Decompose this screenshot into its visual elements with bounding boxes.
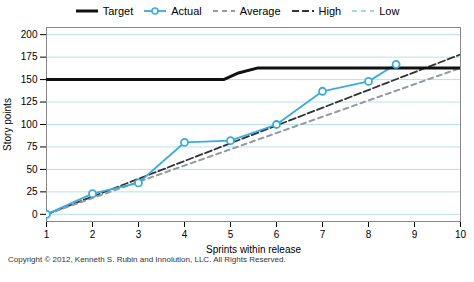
svg-text:2: 2	[90, 229, 96, 240]
html-text:Target: Target	[102, 5, 134, 17]
svg-text:Story points: Story points	[2, 98, 13, 151]
svg-text:10: 10	[455, 229, 467, 240]
svg-text:150: 150	[21, 74, 38, 85]
svg-text:50: 50	[26, 164, 38, 175]
svg-text:7: 7	[320, 229, 326, 240]
html-text:Actual: Actual	[171, 5, 202, 17]
svg-text:175: 175	[21, 51, 38, 62]
svg-text:125: 125	[21, 96, 38, 107]
svg-text:Sprints within release: Sprints within release	[206, 244, 301, 255]
svg-text:25: 25	[26, 186, 38, 197]
svg-text:8: 8	[366, 229, 372, 240]
svg-text:6: 6	[274, 229, 280, 240]
svg-text:1: 1	[44, 229, 50, 240]
svg-text:100: 100	[21, 119, 38, 130]
html-text:Copyright © 2012, Kenneth S. R: Copyright © 2012, Kenneth S. Rubin and I…	[8, 255, 286, 264]
svg-text:9: 9	[412, 229, 418, 240]
svg-text:75: 75	[26, 141, 38, 152]
html-text:Low: Low	[379, 5, 400, 17]
svg-text:3: 3	[136, 229, 142, 240]
html-text:Average: Average	[239, 5, 281, 17]
svg-text:5: 5	[228, 229, 234, 240]
svg-text:200: 200	[21, 29, 38, 40]
svg-text:0: 0	[32, 209, 38, 220]
html-text:High: High	[318, 5, 342, 17]
svg-text:4: 4	[182, 229, 188, 240]
